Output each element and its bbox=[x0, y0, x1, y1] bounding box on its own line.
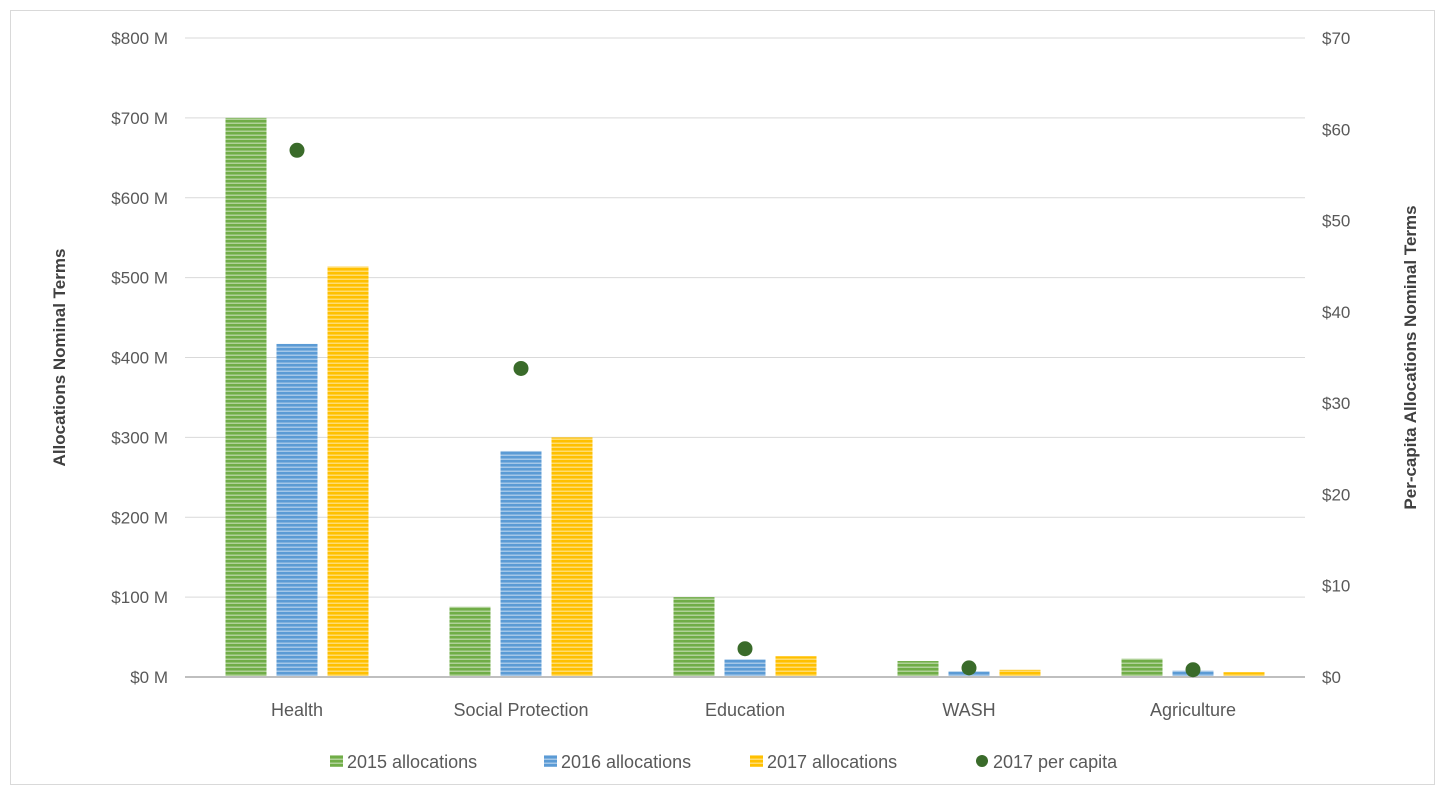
legend-label: 2016 allocations bbox=[561, 752, 691, 772]
y-tick-label: $300 M bbox=[111, 428, 168, 447]
y-tick-label: $200 M bbox=[111, 508, 168, 527]
bar bbox=[500, 450, 542, 677]
legend-label: 2015 allocations bbox=[347, 752, 477, 772]
y2-tick-label: $50 bbox=[1322, 212, 1350, 231]
y-tick-label: $0 M bbox=[130, 668, 168, 687]
y-tick-label: $100 M bbox=[111, 588, 168, 607]
y2-tick-label: $70 bbox=[1322, 29, 1350, 48]
legend-swatch bbox=[330, 755, 343, 767]
y2-tick-label: $40 bbox=[1322, 303, 1350, 322]
x-tick-label: WASH bbox=[942, 700, 995, 720]
x-tick-label: Agriculture bbox=[1150, 700, 1236, 720]
y2-tick-label: $60 bbox=[1322, 120, 1350, 139]
scatter-point bbox=[961, 660, 977, 676]
per-capita-points bbox=[289, 142, 1201, 678]
scatter-point bbox=[513, 360, 529, 376]
y2-tick-label: $20 bbox=[1322, 485, 1350, 504]
y-axis-title: Allocations Nominal Terms bbox=[50, 249, 69, 467]
gridlines bbox=[185, 37, 1305, 598]
y-tick-label: $600 M bbox=[111, 189, 168, 208]
y-tick-label: $800 M bbox=[111, 29, 168, 48]
y-tick-label: $500 M bbox=[111, 269, 168, 288]
legend: 2015 allocations 2016 allocations 2017 all… bbox=[330, 752, 1118, 772]
bar bbox=[673, 597, 715, 677]
y-tick-label: $400 M bbox=[111, 349, 168, 368]
bars bbox=[225, 117, 1265, 677]
y-tick-label: $700 M bbox=[111, 109, 168, 128]
x-tick-label: Education bbox=[705, 700, 785, 720]
scatter-point bbox=[1185, 662, 1201, 678]
legend-label: 2017 allocations bbox=[767, 752, 897, 772]
bar bbox=[724, 659, 766, 677]
x-tick-label: Health bbox=[271, 700, 323, 720]
bar bbox=[225, 117, 267, 677]
bar bbox=[775, 656, 817, 677]
bar bbox=[1121, 658, 1163, 677]
y2-axis-title: Per-capita Allocations Nominal Terms bbox=[1401, 205, 1420, 509]
y2-tick-label: $0 bbox=[1322, 668, 1341, 687]
bar bbox=[449, 606, 491, 677]
labels: $0 M $100 M $200 M $300 M $400 M $500 M $600 M… bbox=[50, 29, 1420, 720]
y2-tick-label: $30 bbox=[1322, 394, 1350, 413]
scatter-point bbox=[289, 142, 305, 158]
bar bbox=[276, 343, 318, 677]
bar bbox=[551, 437, 593, 677]
legend-label: 2017 per capita bbox=[993, 752, 1118, 772]
bar bbox=[1223, 672, 1265, 677]
legend-swatch bbox=[544, 755, 557, 767]
legend-swatch bbox=[750, 755, 763, 767]
bar bbox=[327, 266, 369, 677]
bar bbox=[897, 661, 939, 677]
bar bbox=[999, 669, 1041, 677]
x-tick-label: Social Protection bbox=[453, 700, 588, 720]
scatter-point bbox=[737, 641, 753, 657]
legend-marker bbox=[976, 755, 988, 767]
y2-tick-label: $10 bbox=[1322, 577, 1350, 596]
